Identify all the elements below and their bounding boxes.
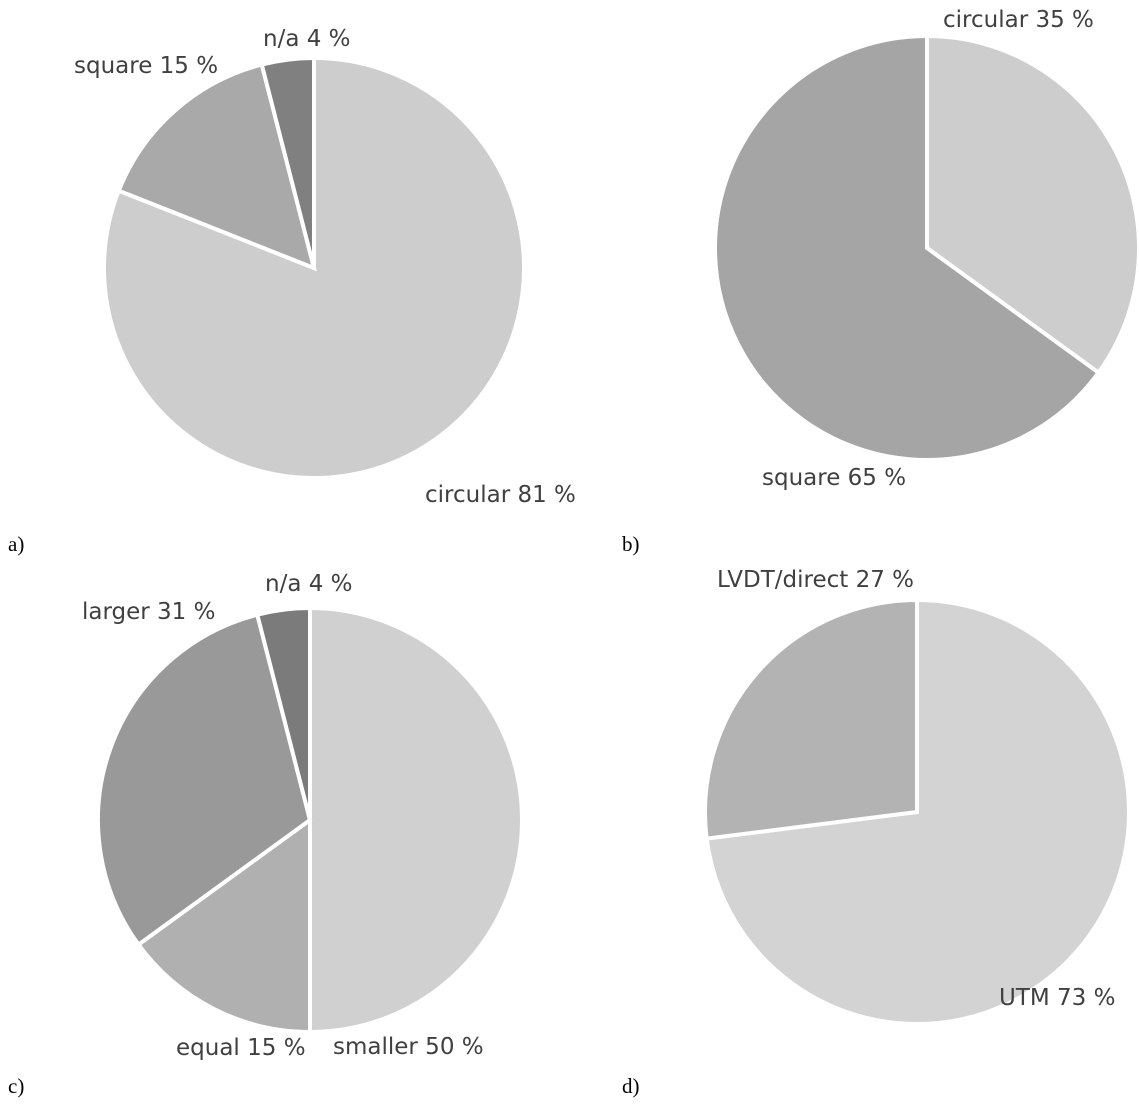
panel-label: d) bbox=[622, 1074, 640, 1098]
pie-slice bbox=[308, 605, 524, 1035]
slice-data-label: larger 31 % bbox=[82, 599, 216, 625]
slice-data-label: square 65 % bbox=[762, 465, 906, 491]
slice-data-label: circular 35 % bbox=[943, 7, 1094, 33]
pie-slice bbox=[116, 62, 317, 272]
pie-slice bbox=[259, 55, 316, 269]
pie-slice bbox=[254, 605, 312, 821]
panel-label: b) bbox=[622, 532, 640, 556]
pie-chart-a: circular 81 % square 15 % n/a 4 % a) bbox=[8, 26, 576, 556]
slice-data-label: n/a 4 % bbox=[263, 26, 351, 52]
pie-chart-b: circular 35 % square 65 % b) bbox=[622, 7, 1139, 556]
pie-chart-c: smaller 50 % equal 15 % larger 31 % n/a 4 %… bbox=[8, 571, 524, 1098]
slice-data-label: n/a 4 % bbox=[265, 571, 353, 597]
panel-label: a) bbox=[8, 532, 24, 556]
slice-data-label: circular 81 % bbox=[425, 482, 576, 508]
slice-data-label: equal 15 % bbox=[176, 1035, 306, 1061]
pie-slice bbox=[96, 612, 313, 948]
slice-data-label: smaller 50 % bbox=[333, 1034, 484, 1060]
pie-chart-d: UTM 73 % LVDT/direct 27 % d) bbox=[622, 567, 1131, 1098]
panel-label: c) bbox=[8, 1074, 24, 1098]
pie-slice bbox=[703, 597, 919, 841]
slice-data-label: UTM 73 % bbox=[999, 985, 1115, 1011]
pie-slice bbox=[925, 33, 1139, 376]
slice-data-label: LVDT/direct 27 % bbox=[717, 567, 914, 593]
pie-slice bbox=[135, 816, 312, 1035]
pie-slice bbox=[713, 33, 1102, 462]
slice-data-label: square 15 % bbox=[74, 53, 218, 79]
